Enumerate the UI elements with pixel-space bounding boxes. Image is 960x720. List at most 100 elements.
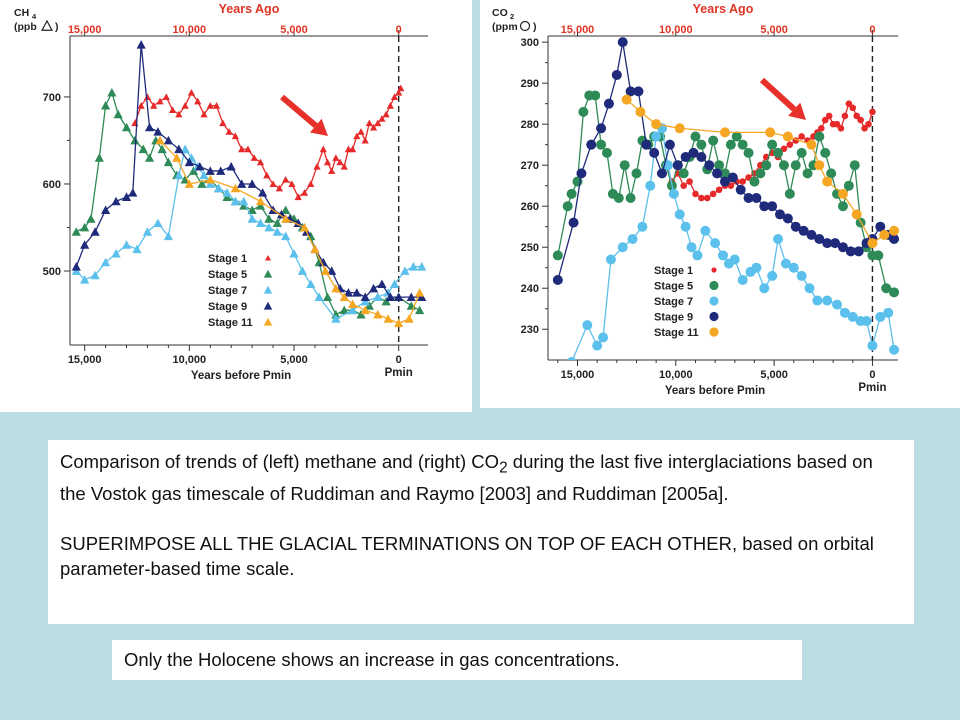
- data-point: [773, 234, 784, 245]
- data-point: [263, 171, 271, 179]
- data-point: [153, 218, 163, 228]
- data-point: [767, 139, 778, 150]
- data-point: [596, 139, 607, 150]
- data-point: [318, 257, 328, 267]
- series-stage-11: [155, 135, 425, 328]
- data-point: [184, 179, 194, 188]
- legend-marker: [263, 285, 273, 294]
- series-stage-5: [71, 87, 425, 319]
- data-point: [603, 98, 614, 109]
- data-point: [197, 179, 207, 188]
- data-point: [313, 162, 321, 170]
- red-arrow-icon: [788, 102, 806, 120]
- data-point: [821, 116, 829, 124]
- data-point: [71, 266, 81, 275]
- y-tick-label: 230: [521, 324, 539, 336]
- data-point: [680, 221, 691, 232]
- data-point: [611, 69, 622, 80]
- data-point: [144, 122, 155, 132]
- data-point: [206, 102, 214, 109]
- data-point: [645, 180, 656, 191]
- data-point: [796, 147, 807, 158]
- data-point: [617, 242, 628, 253]
- data-point: [592, 340, 603, 351]
- data-point: [255, 196, 266, 206]
- top-tick-label: 5,000: [280, 24, 308, 36]
- data-point: [94, 153, 104, 162]
- data-point: [743, 193, 754, 203]
- data-point: [272, 218, 282, 228]
- legend-marker: [711, 267, 717, 273]
- data-point: [703, 194, 711, 202]
- data-point: [390, 93, 399, 100]
- data-point: [613, 193, 624, 203]
- data-point: [806, 139, 817, 150]
- series-line: [75, 44, 422, 298]
- data-point: [625, 86, 636, 97]
- data-point: [310, 244, 320, 254]
- data-point: [657, 168, 668, 179]
- data-point: [360, 305, 370, 315]
- data-point: [212, 102, 221, 109]
- data-point: [637, 221, 648, 232]
- data-point: [841, 112, 849, 120]
- data-point: [216, 166, 226, 175]
- legend-marker: [709, 296, 719, 306]
- data-point: [327, 266, 337, 275]
- data-point: [80, 275, 90, 284]
- data-point: [672, 160, 683, 171]
- y-axis-title-units: (ppm: [492, 21, 518, 33]
- data-point: [381, 296, 391, 306]
- data-point: [700, 225, 711, 236]
- data-point: [230, 196, 240, 206]
- x-axis-title: Years before Pmin: [191, 370, 291, 382]
- data-point: [696, 151, 707, 162]
- top-tick-label: 15,000: [561, 24, 595, 36]
- data-point: [111, 249, 121, 258]
- data-point: [383, 314, 393, 323]
- data-point: [784, 188, 795, 199]
- data-point: [244, 145, 252, 153]
- series-line: [134, 87, 402, 198]
- series-line: [75, 147, 422, 320]
- top-tick-label: 0: [869, 24, 875, 36]
- legend-marker: [263, 317, 273, 326]
- data-point: [184, 157, 194, 167]
- data-point: [698, 194, 705, 202]
- data-point: [867, 238, 878, 249]
- series-stage-9: [71, 40, 427, 302]
- data-point: [737, 139, 748, 150]
- data-point: [649, 147, 660, 158]
- data-point: [790, 160, 801, 171]
- data-point: [879, 229, 890, 240]
- data-point: [200, 110, 208, 118]
- data-point: [818, 124, 825, 132]
- data-point: [187, 88, 196, 96]
- data-point: [100, 101, 111, 110]
- legend-marker: [709, 327, 719, 337]
- data-point: [566, 188, 577, 199]
- data-point: [394, 292, 404, 302]
- data-point: [382, 110, 390, 118]
- data-point: [340, 162, 348, 170]
- data-point: [247, 179, 257, 188]
- data-point: [163, 231, 173, 241]
- y-axis-title-paren: ): [55, 21, 59, 33]
- data-point: [719, 127, 730, 138]
- data-point: [71, 227, 81, 236]
- data-point: [586, 139, 597, 150]
- data-point: [731, 131, 742, 142]
- data-point: [100, 205, 111, 214]
- data-point: [869, 108, 876, 116]
- caption-subscript: 2: [499, 459, 508, 477]
- data-point: [136, 40, 146, 49]
- data-point: [162, 93, 170, 100]
- data-point: [222, 188, 232, 197]
- y-axis-title: CO: [492, 7, 508, 19]
- data-point: [395, 88, 403, 96]
- data-point: [867, 340, 878, 351]
- data-point: [364, 301, 374, 310]
- data-point: [180, 144, 190, 154]
- data-point: [739, 178, 746, 185]
- data-point: [861, 124, 868, 132]
